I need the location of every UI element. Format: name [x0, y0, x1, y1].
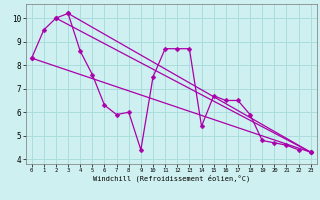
X-axis label: Windchill (Refroidissement éolien,°C): Windchill (Refroidissement éolien,°C)	[92, 175, 250, 182]
